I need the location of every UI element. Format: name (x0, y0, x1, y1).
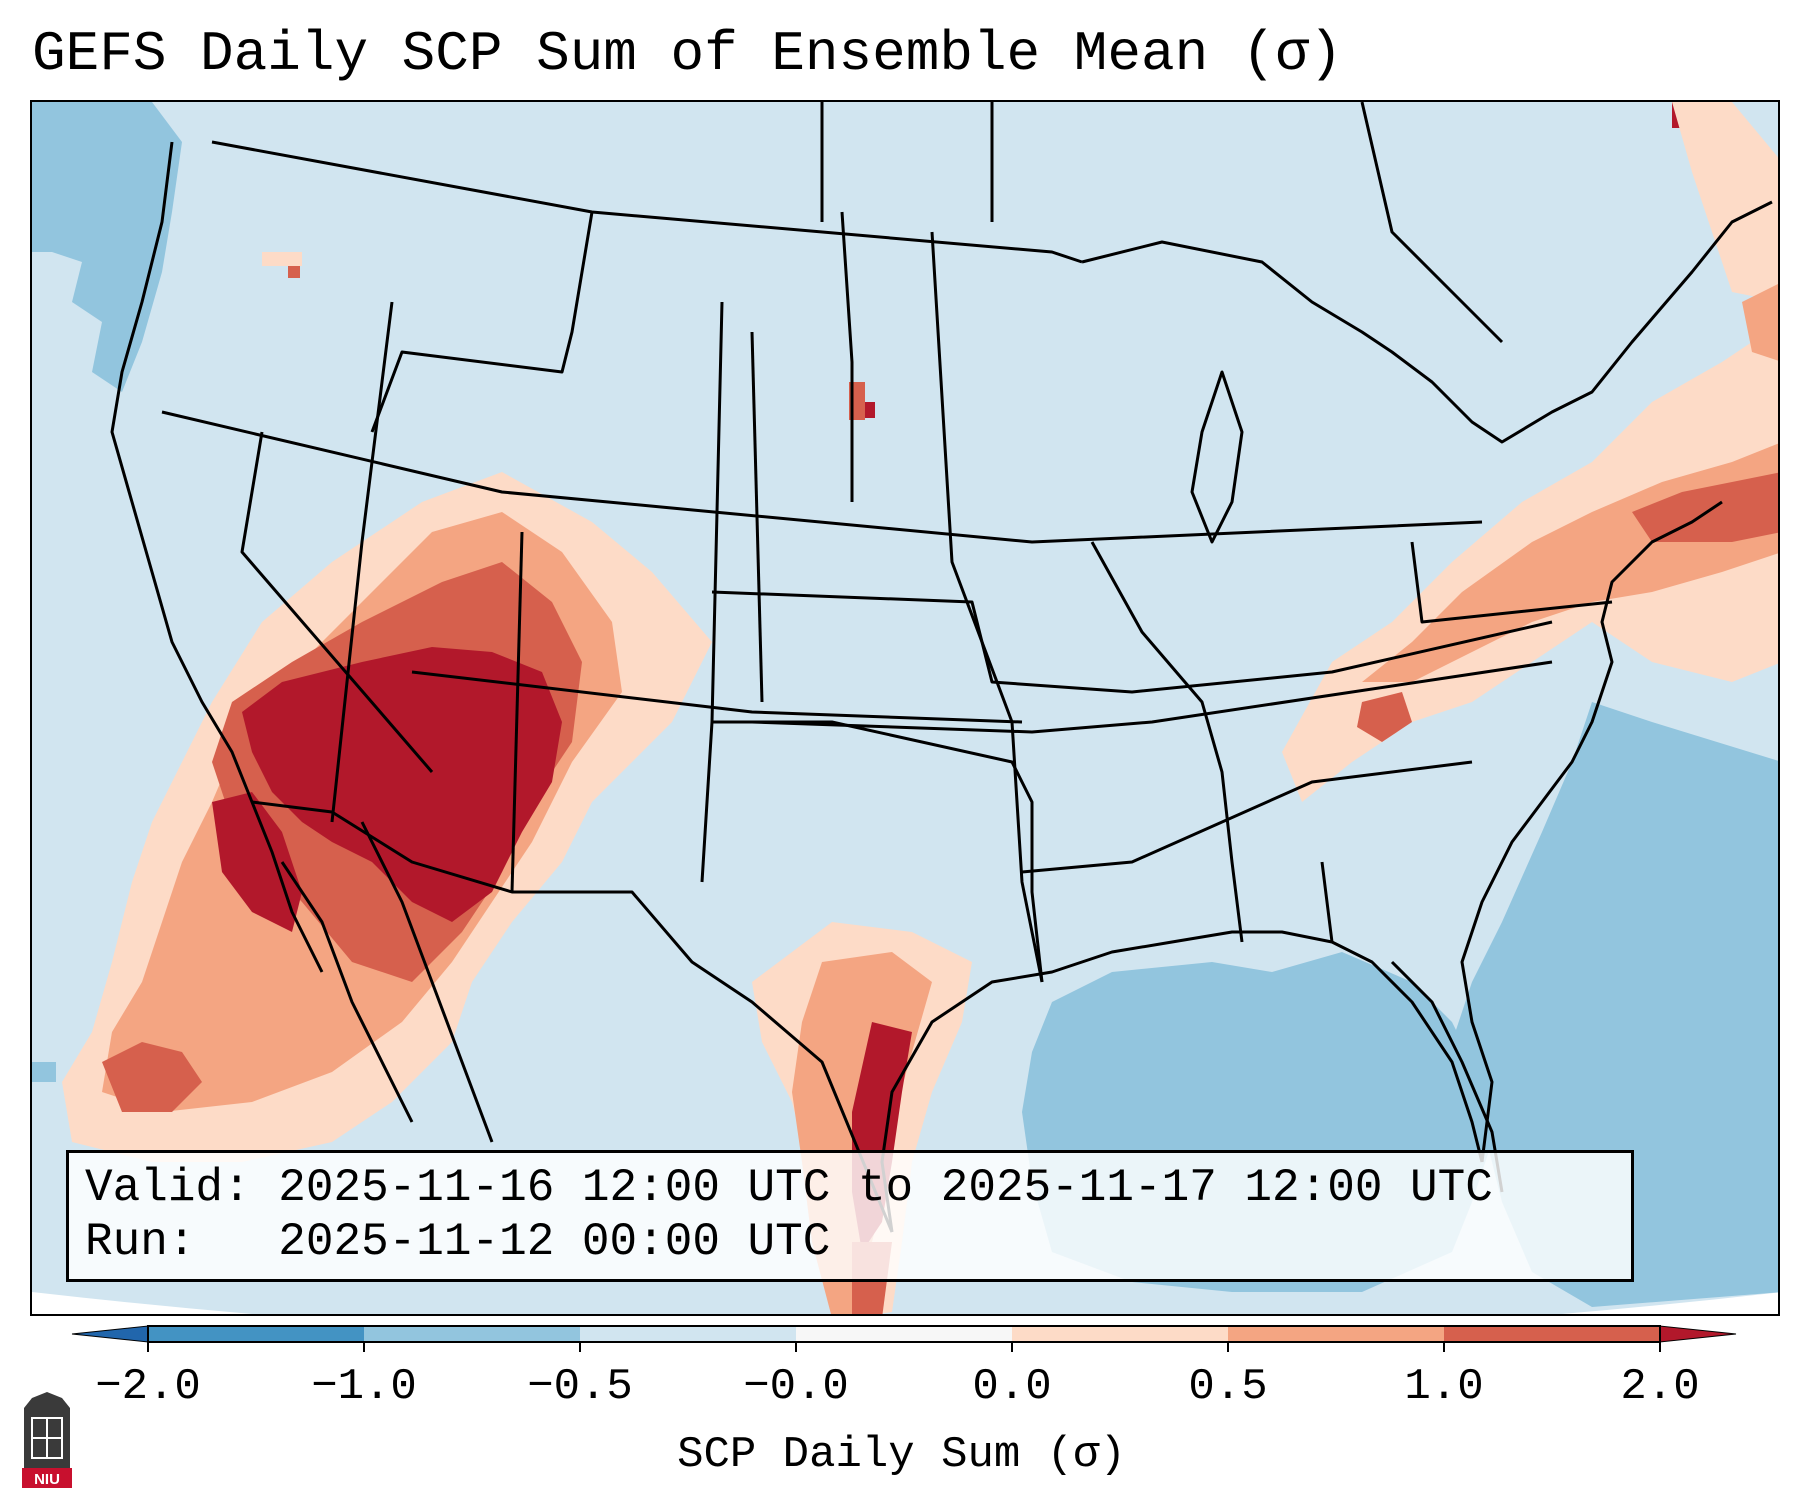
valid-value: 2025-11-16 12:00 UTC to 2025-11-17 12:00… (278, 1162, 1493, 1214)
state-line-11 (1021, 760, 1473, 874)
state-line-4 (510, 531, 524, 893)
colorbar-label: SCP Daily Sum (σ) (677, 1430, 1126, 1480)
colorbar (71, 1325, 1737, 1352)
state-line-1 (161, 410, 1483, 544)
state-line-5 (411, 670, 1023, 724)
pacific-negative-cell (32, 1062, 56, 1082)
state-boundaries (110, 102, 1773, 1233)
state-line-7 (750, 331, 764, 703)
west-coast (110, 141, 324, 973)
baja-maximum (212, 792, 302, 932)
state-line-8 (930, 231, 1044, 983)
colorbar-tick-label: 0.5 (1188, 1362, 1268, 1412)
map-panel (30, 100, 1780, 1316)
valid-line: Valid: 2025-11-16 12:00 UTC to 2025-11-1… (85, 1161, 1631, 1215)
appalachian-strong (1357, 692, 1412, 742)
texas-outline (712, 720, 1044, 983)
map-title: GEFS Daily SCP Sum of Ensemble Mean (σ) (32, 22, 1343, 86)
colorbar-tick-label: −0.0 (743, 1362, 849, 1412)
run-value: 2025-11-12 00:00 UTC (278, 1216, 831, 1268)
canada-us-border (211, 140, 1083, 264)
state-line-13 (1320, 861, 1334, 943)
colorbar-bin (1012, 1326, 1229, 1342)
state-line-16 (840, 211, 854, 502)
niu-logo: NIU (22, 1392, 72, 1488)
lake-michigan (1190, 370, 1244, 544)
atlantic-canada-light (1672, 102, 1778, 302)
colorbar-under-extension (71, 1325, 149, 1343)
logo-badge (22, 1468, 72, 1488)
atlantic-canada-mid (1742, 284, 1778, 361)
state-line-2 (240, 431, 434, 773)
great-lakes-outline (1081, 200, 1773, 444)
colorbar-bin (796, 1326, 1013, 1342)
southwest-maximum (242, 647, 562, 922)
colorbar-bin (364, 1326, 581, 1342)
colorbar-bin (580, 1326, 797, 1342)
colorbar-bin (148, 1326, 365, 1342)
state-line-14 (1410, 541, 1613, 624)
state-line-12 (1090, 541, 1244, 943)
pacific-negative-anomaly (32, 102, 182, 392)
colorbar-over-extension (1659, 1325, 1737, 1343)
pacific-offshore-strong (102, 1042, 202, 1112)
state-line-19 (1360, 102, 1504, 344)
state-line-9 (711, 590, 1553, 694)
baja-coast (280, 861, 414, 1123)
colorbar-tick-label: 1.0 (1404, 1362, 1484, 1412)
northeast-enhancement (1632, 472, 1778, 542)
map-canvas (32, 102, 1778, 1314)
colorbar-frame (147, 1325, 1661, 1343)
run-line: Run: 2025-11-12 00:00 UTC (85, 1215, 1631, 1269)
logo-text: NIU (34, 1471, 60, 1488)
colorbar-tick-label: 2.0 (1620, 1362, 1700, 1412)
colorbar-tick-label: −2.0 (95, 1362, 201, 1412)
northwest-light-cell (262, 252, 302, 266)
colorbar-bin (1444, 1326, 1661, 1342)
mexico-border (251, 800, 894, 1233)
mexico-mainland-coast (360, 821, 494, 1143)
state-line-10 (751, 660, 1553, 734)
gulf-coast (880, 930, 1484, 1233)
state-line-3 (330, 301, 394, 823)
state-line-15 (370, 211, 594, 433)
colorbar-tick-label: −1.0 (311, 1362, 417, 1412)
east-coast (1460, 500, 1723, 1163)
colorbar-tick-label: 0.0 (972, 1362, 1052, 1412)
colorbar-bin (1228, 1326, 1445, 1342)
valid-time-box: Valid: 2025-11-16 12:00 UTC to 2025-11-1… (66, 1150, 1634, 1282)
valid-label: Valid: (85, 1162, 251, 1214)
run-label: Run: (85, 1216, 196, 1268)
dakota-max-cell (865, 402, 875, 418)
colorbar-tick-label: −0.5 (527, 1362, 633, 1412)
